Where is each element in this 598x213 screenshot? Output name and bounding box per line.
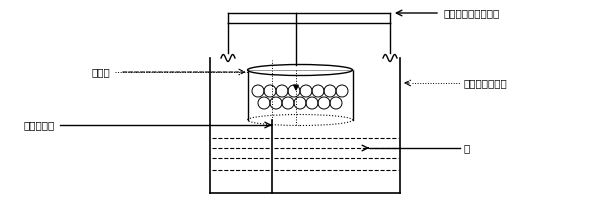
Text: カップ: カップ (91, 67, 110, 77)
Text: ドライゲル（粉末）: ドライゲル（粉末） (443, 8, 499, 18)
Text: オートクレーブ: オートクレーブ (463, 78, 507, 88)
Text: 水: 水 (463, 143, 469, 153)
Text: ホールダー: ホールダー (24, 120, 55, 130)
